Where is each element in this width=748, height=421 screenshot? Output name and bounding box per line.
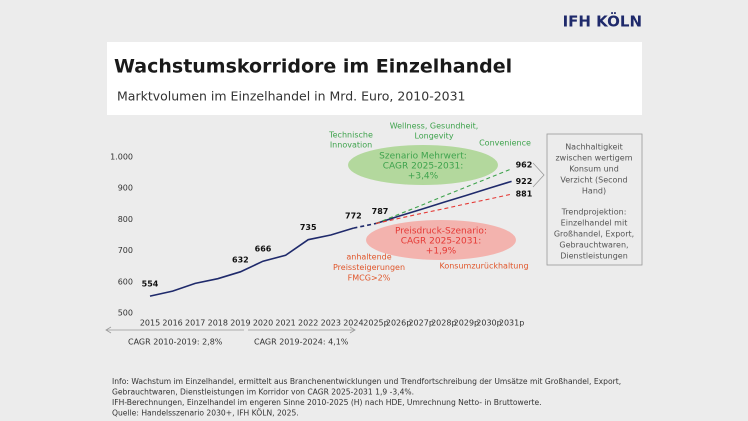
line	[375, 168, 512, 224]
scenario-ellipse	[348, 145, 498, 185]
annotation: +1,9%	[426, 247, 457, 257]
x-tick-label: 2022	[298, 319, 318, 328]
annotation: CAGR 2025-2031:	[383, 162, 463, 172]
y-tick-label: 700	[118, 246, 133, 255]
y-tick-label: 800	[118, 215, 133, 224]
chevron	[532, 162, 545, 188]
x-tick-label: 2023	[321, 319, 341, 328]
annotation: anhaltende	[346, 253, 391, 262]
x-tick-label: 2024	[343, 319, 363, 328]
annotation: Konsumzurückhaltung	[439, 262, 528, 271]
annotation: Technische	[328, 131, 373, 140]
chart-subtitle: Marktvolumen im Einzelhandel in Mrd. Eur…	[117, 89, 466, 104]
title-box	[107, 42, 642, 115]
logo: IFH KÖLN	[563, 12, 642, 31]
annotation: Großhandel, Export,	[554, 230, 634, 239]
x-tick-label: 2015	[140, 319, 160, 328]
annotation: Szenario Mehrwert:	[379, 152, 467, 162]
data-label: 632	[232, 255, 249, 264]
y-tick-label: 900	[118, 184, 133, 193]
annotation: Convenience	[479, 139, 531, 148]
scenario-ellipse	[366, 220, 516, 260]
x-tick-label: 2027p	[408, 319, 433, 328]
line	[375, 193, 512, 224]
x-tick-label: 2017	[185, 319, 205, 328]
annotation: FMCG>2%	[348, 274, 391, 283]
annotation: Verzicht (Second	[560, 176, 627, 185]
annotation: CAGR 2019-2024: 4,1%	[254, 338, 349, 347]
annotation: Preisdruck-Szenario:	[395, 227, 487, 237]
x-tick-label: 2020	[253, 319, 273, 328]
annotation: Nachhaltigkeit	[565, 143, 623, 152]
chart-title: Wachstumskorridore im Einzelhandel	[114, 56, 512, 78]
annotation: Dienstleistungen	[560, 252, 628, 261]
x-tick-label: 2018	[208, 319, 228, 328]
data-label: 554	[142, 280, 159, 289]
annotation: Konsum und	[569, 165, 619, 174]
x-tick-label: 2019	[230, 319, 250, 328]
x-tick-label: 2031p	[499, 319, 524, 328]
line	[353, 222, 377, 229]
y-tick-label: 1.000	[110, 153, 133, 162]
line	[375, 180, 512, 225]
x-tick-label: 2025p	[363, 319, 388, 328]
data-label: 881	[516, 190, 533, 199]
data-label: 735	[300, 223, 317, 232]
arrow-head	[105, 326, 112, 334]
annotation: +3,4%	[408, 172, 439, 182]
footnote: Gebrauchtwaren, Dienstleistungen im Korr…	[112, 388, 414, 397]
y-tick-label: 600	[118, 277, 133, 286]
arrow-head	[349, 326, 356, 334]
annotation: Hand)	[582, 187, 606, 196]
footnote: IFH-Berechnungen, Einzelhandel im engere…	[112, 398, 542, 407]
annotation: CAGR 2010-2019: 2,8%	[128, 338, 223, 347]
annotation: Gebrauchtwaren,	[559, 241, 628, 250]
x-tick-label: 2030p	[476, 319, 501, 328]
line	[149, 227, 354, 297]
annotation: Innovation	[330, 141, 372, 150]
annotation: Longevity	[414, 132, 453, 141]
info-box	[546, 133, 643, 266]
footnote: Info: Wachstum im Einzelhandel, ermittel…	[112, 377, 621, 386]
annotation: Preissteigerungen	[333, 263, 405, 272]
annotation: Wellness, Gesundheit,	[390, 122, 479, 131]
x-tick-label: 2028p	[431, 319, 456, 328]
x-tick-label: 2026p	[386, 319, 411, 328]
x-tick-label: 2021	[275, 319, 295, 328]
annotation: Trendprojektion:	[561, 208, 627, 217]
footnote: Quelle: Handelsszenario 2030+, IFH KÖLN,…	[112, 409, 299, 418]
data-label: 922	[516, 177, 533, 186]
x-tick-label: 2016	[162, 319, 182, 328]
data-label: 772	[345, 212, 362, 221]
data-label: 787	[372, 207, 389, 216]
y-tick-label: 500	[118, 309, 133, 318]
cagr-arrows	[105, 326, 356, 334]
data-label: 666	[255, 245, 272, 254]
annotation: CAGR 2025-2031:	[401, 237, 481, 247]
annotation: Einzelhandel mit	[561, 219, 628, 228]
x-tick-label: 2029p	[454, 319, 479, 328]
annotation: zwischen wertigem	[555, 154, 632, 163]
data-label: 962	[516, 160, 533, 169]
